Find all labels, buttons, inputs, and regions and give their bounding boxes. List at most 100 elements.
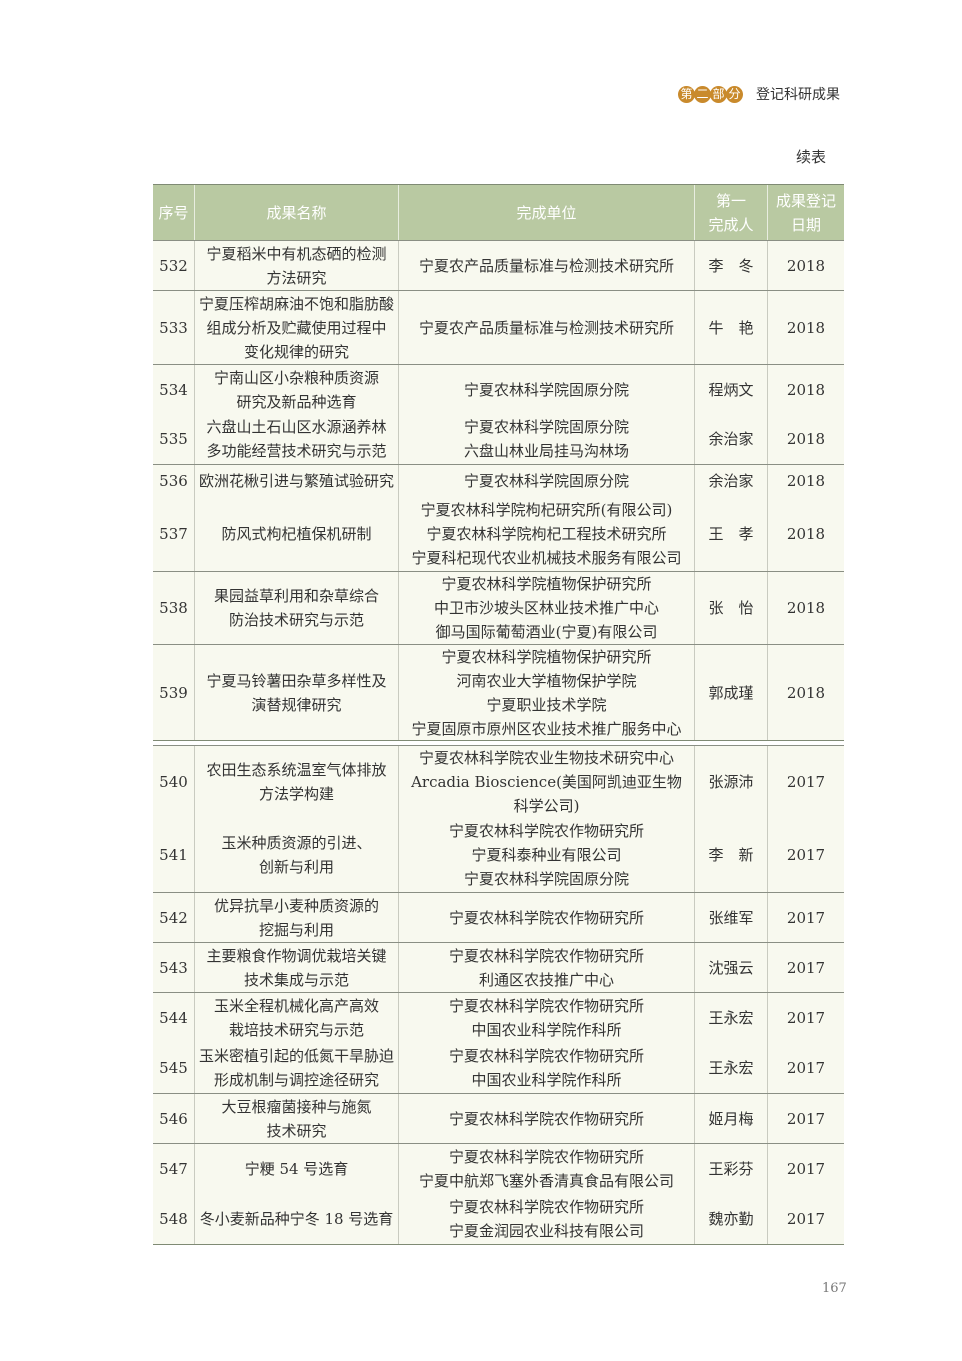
table-row: 532 宁夏稻米中有机态硒的检测 方法研究 宁夏农产品质量标准与检测技术研究所 李 冬… xyxy=(153,240,844,290)
part-badge: 第 二 部 分 xyxy=(678,85,743,103)
cell-text: 536 xyxy=(159,471,188,490)
cell-year: 2017 xyxy=(768,1043,844,1093)
section-title: 登记科研成果 xyxy=(756,87,840,103)
table-row: 533 宁夏压榨胡麻油不饱和脂肪酸 组成分析及贮藏使用过程中 变化规律的研究 宁夏农… xyxy=(153,290,844,364)
cell-no: 545 xyxy=(153,1043,195,1093)
cell-text: 余治家 xyxy=(708,430,754,448)
cell-text: 537 xyxy=(159,524,188,543)
cell-no: 548 xyxy=(153,1194,195,1244)
cell-text: 第一 完成人 xyxy=(708,191,754,234)
cell-person: 沈强云 xyxy=(695,943,768,992)
cell-text: 2017 xyxy=(786,1009,826,1027)
cell-text: 序号 xyxy=(158,203,189,222)
cell-text: 宁夏农林科学院固原分院 xyxy=(463,380,629,399)
cell-text: 540 xyxy=(159,773,188,791)
cell-name: 宁粳 54 号选育 xyxy=(195,1144,399,1194)
cell-person: 李 冬 xyxy=(695,241,768,290)
cell-year: 2017 xyxy=(768,993,844,1043)
table-bottom-line xyxy=(153,1244,844,1245)
cell-text: 2017 xyxy=(786,1160,826,1178)
cell-unit: 宁夏农林科学院农作物研究所 利通区农技推广中心 xyxy=(399,943,695,992)
table-row: 539 宁夏马铃薯田杂草多样性及 演替规律研究 宁夏农林科学院植物保护研究所 河南农… xyxy=(153,644,844,740)
cell-text: 2018 xyxy=(786,524,826,543)
cell-no: 537 xyxy=(153,496,195,571)
column-header: 成果名称 xyxy=(195,185,399,240)
column-header: 成果登记 日期 xyxy=(768,185,844,240)
cell-year: 2018 xyxy=(768,496,844,571)
cell-text: 郭成瑾 xyxy=(708,683,754,702)
cell-name: 果园益草利用和杂草综合 防治技术研究与示范 xyxy=(195,572,399,644)
cell-text: 2017 xyxy=(786,1109,826,1128)
cell-text: 宁夏农林科学院农作物研究所 宁夏科泰种业有限公司 宁夏农林科学院固原分院 xyxy=(448,822,644,888)
cell-no: 535 xyxy=(153,414,195,464)
table-row: 535 六盘山土石山区水源涵养林 多功能经营技术研究与示范 宁夏农林科学院固原分院 … xyxy=(153,414,844,464)
cell-text: 宁夏农林科学院农作物研究所 宁夏金润园农业科技有限公司 xyxy=(448,1198,644,1240)
cell-no: 532 xyxy=(153,241,195,290)
cell-text: 余治家 xyxy=(708,471,754,490)
cell-person: 魏亦勤 xyxy=(695,1194,768,1244)
cell-text: 2018 xyxy=(786,683,826,702)
cell-name: 玉米种质资源的引进、 创新与利用 xyxy=(195,818,399,892)
cell-text: 魏亦勤 xyxy=(708,1210,754,1228)
cell-text: 玉米密植引起的低氮干旱胁迫 形成机制与调控途径研究 xyxy=(198,1047,394,1089)
cell-text: 547 xyxy=(159,1160,188,1178)
cell-text: 张源沛 xyxy=(708,773,754,791)
table-row: 540 农田生态系统温室气体排放 方法学构建 宁夏农林科学院农业生物技术研究中心 A… xyxy=(153,745,844,818)
cell-no: 534 xyxy=(153,365,195,414)
table-row: 545 玉米密植引起的低氮干旱胁迫 形成机制与调控途径研究 宁夏农林科学院农作物研究… xyxy=(153,1043,844,1093)
cell-text: 王永宏 xyxy=(708,1009,754,1027)
cell-text: 宁夏农林科学院农作物研究所 xyxy=(448,1109,644,1128)
cell-text: 546 xyxy=(159,1109,188,1128)
cell-unit: 宁夏农林科学院固原分院 xyxy=(399,465,695,496)
cell-text: 防风式枸杞植保机研制 xyxy=(221,524,372,543)
cell-text: 成果名称 xyxy=(266,203,327,222)
column-header: 第一 完成人 xyxy=(695,185,768,240)
cell-text: 宁夏农林科学院农作物研究所 利通区农技推广中心 xyxy=(448,946,644,989)
cell-text: 宁夏农林科学院固原分院 xyxy=(463,471,629,490)
cell-name: 欧洲花楸引进与繁殖试验研究 xyxy=(195,465,399,496)
cell-text: 果园益草利用和杂草综合 防治技术研究与示范 xyxy=(213,587,379,629)
cell-year: 2017 xyxy=(768,893,844,942)
cell-name: 宁南山区小杂粮种质资源 研究及新品种选育 xyxy=(195,365,399,414)
cell-unit: 宁夏农林科学院农作物研究所 宁夏中航郑飞塞外香清真食品有限公司 xyxy=(399,1144,695,1194)
cell-unit: 宁夏农林科学院农作物研究所 中国农业科学院作科所 xyxy=(399,993,695,1043)
badge-char: 第 xyxy=(678,85,695,103)
cell-person: 程炳文 xyxy=(695,365,768,414)
cell-no: 542 xyxy=(153,893,195,942)
table-row: 543 主要粮食作物调优栽培关键 技术集成与示范 宁夏农林科学院农作物研究所 利通区… xyxy=(153,942,844,992)
cell-person: 张维军 xyxy=(695,893,768,942)
table-row: 547 宁粳 54 号选育 宁夏农林科学院农作物研究所 宁夏中航郑飞塞外香清真食品有… xyxy=(153,1143,844,1194)
cell-text: 六盘山土石山区水源涵养林 多功能经营技术研究与示范 xyxy=(206,418,387,460)
cell-name: 优异抗旱小麦种质资源的 挖掘与利用 xyxy=(195,893,399,942)
cell-text: 沈强云 xyxy=(708,958,754,977)
cell-text: 2018 xyxy=(786,318,826,337)
cell-name: 防风式枸杞植保机研制 xyxy=(195,496,399,571)
cell-text: 宁夏农林科学院农作物研究所 xyxy=(448,908,644,927)
cell-text: 王 孝 xyxy=(708,524,754,543)
cell-text: 成果登记 日期 xyxy=(775,191,836,234)
cell-text: 宁夏压榨胡麻油不饱和脂肪酸 组成分析及贮藏使用过程中 变化规律的研究 xyxy=(198,294,394,361)
cell-text: 完成单位 xyxy=(516,203,577,222)
cell-text: 玉米全程机械化高产高效 栽培技术研究与示范 xyxy=(213,997,379,1039)
cell-text: 李 新 xyxy=(708,846,754,864)
cell-unit: 宁夏农林科学院农作物研究所 xyxy=(399,893,695,942)
cell-text: 宁夏农林科学院植物保护研究所 河南农业大学植物保护学院 宁夏职业技术学院 宁夏固… xyxy=(411,647,682,738)
cell-text: 2017 xyxy=(786,1059,826,1077)
cell-person: 王永宏 xyxy=(695,993,768,1043)
cell-text: 宁夏农林科学院农作物研究所 中国农业科学院作科所 xyxy=(448,997,644,1039)
badge-char: 部 xyxy=(710,85,727,103)
cell-text: 牛 艳 xyxy=(708,318,754,337)
cell-no: 547 xyxy=(153,1144,195,1194)
cell-text: 545 xyxy=(159,1059,188,1077)
cell-year: 2017 xyxy=(768,943,844,992)
table-row: 537 防风式枸杞植保机研制 宁夏农林科学院枸杞研究所(有限公司) 宁夏农林科学院枸… xyxy=(153,496,844,571)
cell-person: 张源沛 xyxy=(695,746,768,818)
cell-year: 2017 xyxy=(768,1144,844,1194)
cell-person: 王 孝 xyxy=(695,496,768,571)
cell-year: 2018 xyxy=(768,414,844,464)
running-header: 第 二 部 分 登记科研成果 xyxy=(678,84,840,104)
cell-person: 牛 艳 xyxy=(695,291,768,364)
cell-year: 2018 xyxy=(768,465,844,496)
cell-unit: 宁夏农林科学院枸杞研究所(有限公司) 宁夏农林科学院枸杞工程技术研究所 宁夏科杞… xyxy=(399,496,695,571)
cell-text: 宁夏马铃薯田杂草多样性及 演替规律研究 xyxy=(206,671,387,714)
